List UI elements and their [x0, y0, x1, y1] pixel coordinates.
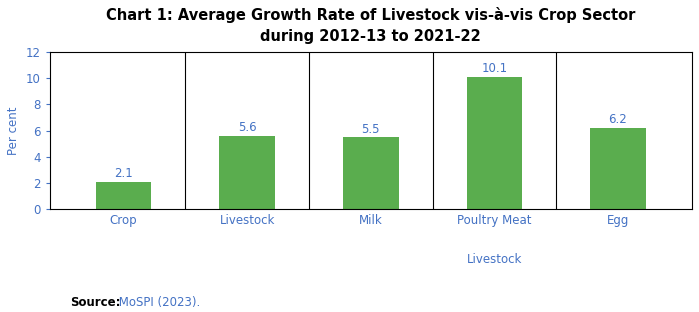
Text: 2.1: 2.1	[115, 167, 133, 180]
Text: 10.1: 10.1	[482, 62, 507, 76]
Bar	[466, 77, 522, 209]
Text: MoSPI (2023).: MoSPI (2023).	[115, 296, 201, 309]
Text: Source:: Source:	[70, 296, 120, 309]
Text: 5.5: 5.5	[361, 123, 380, 136]
Text: 5.6: 5.6	[238, 121, 257, 134]
Title: Chart 1: Average Growth Rate of Livestock vis-à-vis Crop Sector
during 2012-13 t: Chart 1: Average Growth Rate of Livestoc…	[106, 7, 635, 44]
Bar	[590, 128, 646, 209]
Y-axis label: Per cent: Per cent	[7, 106, 20, 155]
Bar	[96, 182, 152, 209]
Text: Livestock: Livestock	[467, 253, 522, 266]
Text: 6.2: 6.2	[609, 114, 627, 126]
Bar	[219, 136, 275, 209]
Bar	[343, 137, 398, 209]
